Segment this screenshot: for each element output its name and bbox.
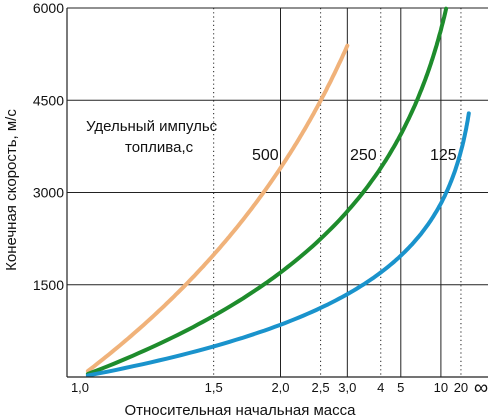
plot-frame	[66, 8, 488, 378]
y-tick-label: 3000	[33, 185, 64, 201]
y-axis-label: Конечная скорость, м/с	[3, 109, 20, 271]
x-tick-labels: 1,0 1,5 2,0 2,5 3,0 4 5 10 20 ∞	[71, 377, 488, 399]
x-tick-label: 2,0	[271, 380, 289, 395]
x-tick-label: 10	[434, 380, 448, 395]
series-line-125	[85, 111, 471, 378]
x-axis-label: Относительная начальная масса	[124, 402, 356, 419]
y-tick-labels: 1500 3000 4500 6000	[33, 0, 64, 293]
y-tick-label: 4500	[33, 92, 64, 108]
series-group	[85, 6, 471, 378]
series-labels: 500 250 125	[252, 147, 457, 164]
x-tick-label: ∞	[474, 377, 488, 399]
x-tick-label: 2,5	[312, 380, 330, 395]
series-label-125: 125	[430, 147, 457, 164]
y-tick-label: 6000	[33, 0, 64, 16]
series-line-250	[85, 6, 449, 376]
series-line-500	[85, 43, 350, 373]
series-label-250: 250	[350, 147, 377, 164]
x-tick-label: 20	[454, 380, 468, 395]
annotation-line-2: топлива,с	[125, 139, 194, 156]
annotation-line-1: Удельный импульс	[86, 118, 218, 135]
series-label-500: 500	[252, 147, 279, 164]
x-tick-label: 3,0	[338, 380, 356, 395]
y-tick-label: 1500	[33, 277, 64, 293]
x-tick-label: 1,5	[205, 380, 223, 395]
x-tick-label: 4	[377, 380, 384, 395]
x-tick-label: 5	[397, 380, 404, 395]
x-tick-label: 1,0	[71, 380, 89, 395]
grid	[67, 7, 488, 377]
